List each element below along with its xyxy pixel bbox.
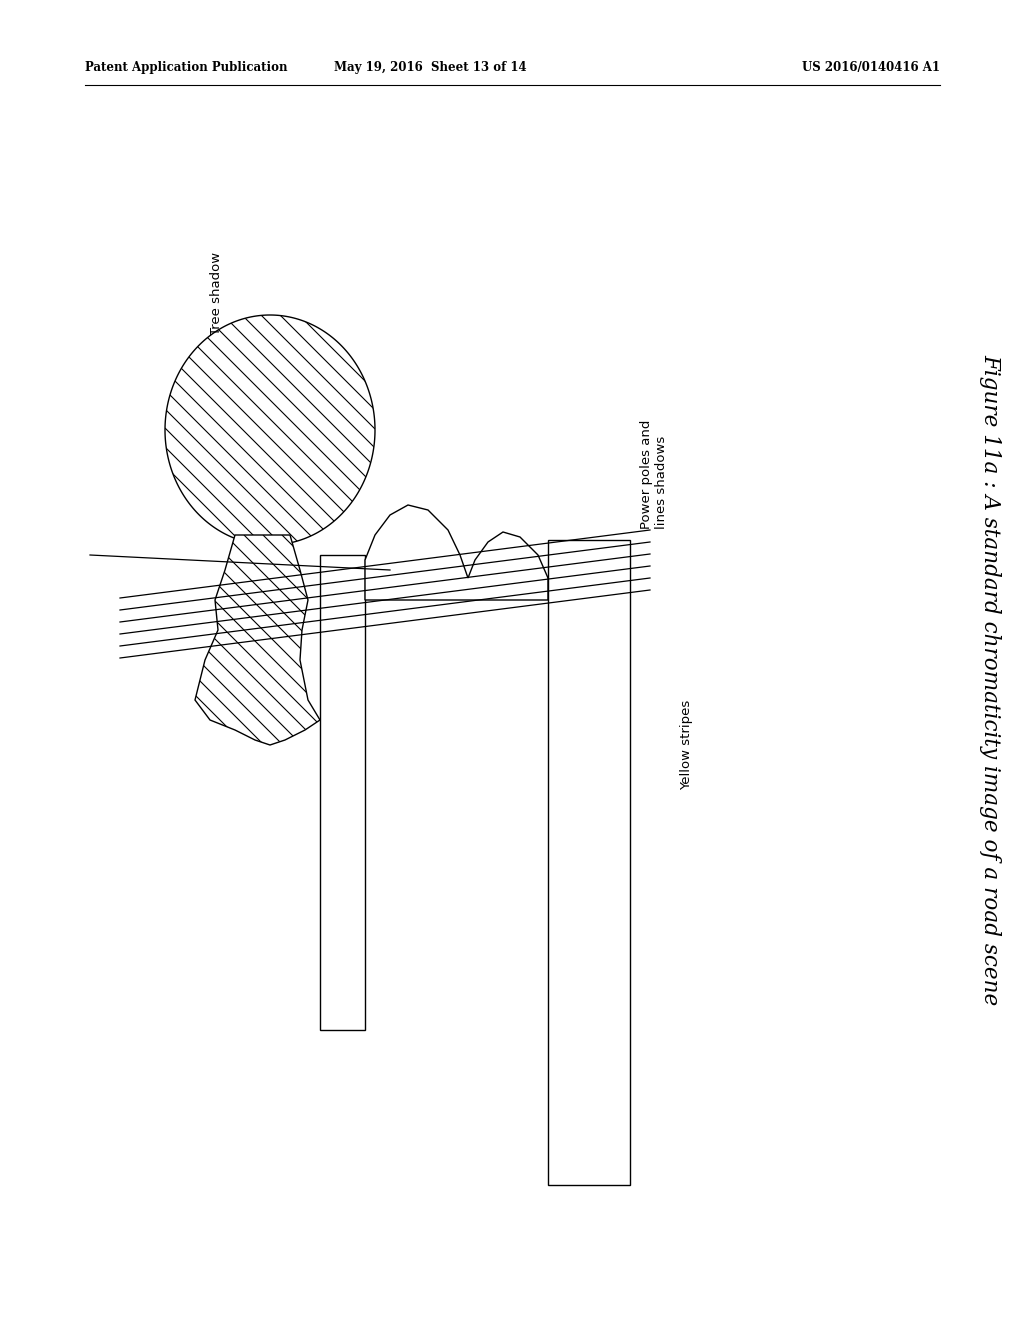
Text: May 19, 2016  Sheet 13 of 14: May 19, 2016 Sheet 13 of 14 [334, 62, 526, 74]
Polygon shape [548, 540, 630, 1185]
Text: Tree shadow: Tree shadow [210, 252, 223, 335]
Polygon shape [365, 506, 548, 601]
Text: Yellow stripes: Yellow stripes [680, 700, 693, 791]
Text: Figure 11a : A standard chromaticity image of a road scene: Figure 11a : A standard chromaticity ima… [979, 354, 1001, 1006]
Text: US 2016/0140416 A1: US 2016/0140416 A1 [802, 62, 940, 74]
Text: Patent Application Publication: Patent Application Publication [85, 62, 288, 74]
Polygon shape [319, 554, 365, 1030]
Text: Power poles and
lines shadows: Power poles and lines shadows [640, 420, 668, 529]
Polygon shape [195, 535, 319, 744]
Polygon shape [165, 315, 375, 545]
